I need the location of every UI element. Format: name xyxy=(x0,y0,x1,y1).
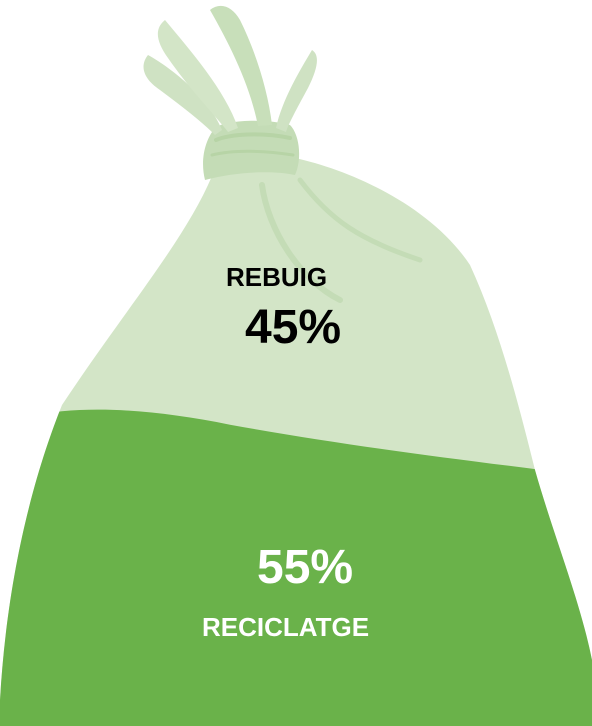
bag-fold-2 xyxy=(297,177,423,263)
reciclatge-label: RECICLATGE xyxy=(202,612,370,642)
rebuig-label: REBUIG xyxy=(226,262,328,292)
bag-fill-reciclatge xyxy=(0,409,592,726)
reciclatge-value: 55% xyxy=(257,541,354,594)
bag-knot xyxy=(143,5,317,180)
bag-fold-1 xyxy=(259,182,343,303)
rebuig-value: 45% xyxy=(245,301,342,354)
